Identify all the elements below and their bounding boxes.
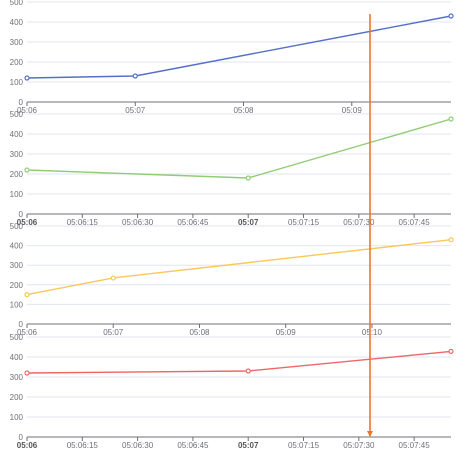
x-tick-label: 05:07 bbox=[238, 441, 259, 450]
data-point bbox=[448, 348, 454, 354]
y-tick-label: 400 bbox=[10, 130, 24, 139]
y-tick-label: 200 bbox=[10, 170, 24, 179]
chart-panel-3: 0 100 200 300 400 500 05:06 05:07 05:08 05:09 05:1… bbox=[10, 222, 454, 337]
y-tick-label: 500 bbox=[10, 0, 24, 7]
x-tick-label: 05:06 bbox=[17, 106, 38, 115]
x-tick-label: 05:06 bbox=[17, 441, 38, 450]
x-tick-label: 05:07:45 bbox=[399, 218, 431, 227]
x-tick-label: 05:07:45 bbox=[399, 441, 431, 450]
x-tick-label: 05:08 bbox=[189, 328, 210, 337]
data-point bbox=[24, 167, 30, 173]
x-tick-label: 05:06 bbox=[17, 218, 38, 227]
y-tick-label: 400 bbox=[10, 353, 24, 362]
y-tick-label: 100 bbox=[10, 300, 24, 309]
x-tick-label: 05:07:30 bbox=[343, 218, 375, 227]
x-tick-label: 05:07:15 bbox=[288, 441, 320, 450]
y-tick-label: 100 bbox=[10, 190, 24, 199]
y-tick-label: 300 bbox=[10, 261, 24, 270]
series-line bbox=[26, 15, 452, 79]
data-point bbox=[132, 73, 138, 79]
y-tick-label: 200 bbox=[10, 58, 24, 67]
series-line bbox=[26, 239, 452, 296]
x-tick-label: 05:06:45 bbox=[177, 441, 209, 450]
x-tick-label: 05:07:30 bbox=[343, 441, 375, 450]
y-tick-label: 0 bbox=[19, 320, 24, 329]
y-tick-label: 300 bbox=[10, 150, 24, 159]
data-point bbox=[24, 75, 30, 81]
x-tick-label: 05:07:15 bbox=[288, 218, 320, 227]
y-tick-label: 100 bbox=[10, 78, 24, 87]
x-tick-label: 05:06:15 bbox=[67, 218, 99, 227]
data-point bbox=[245, 368, 251, 374]
x-tick-label: 05:06:45 bbox=[177, 218, 209, 227]
data-point bbox=[448, 237, 454, 243]
y-tick-label: 200 bbox=[10, 281, 24, 290]
data-point bbox=[110, 275, 116, 281]
y-tick-label: 400 bbox=[10, 18, 24, 27]
y-tick-label: 500 bbox=[10, 110, 24, 119]
x-tick-label: 05:07 bbox=[238, 218, 259, 227]
x-tick-label: 05:06:30 bbox=[122, 218, 154, 227]
data-point bbox=[245, 175, 251, 181]
chart-panel-4: 0 100 200 300 400 500 05:06 05:06:15 05:06:30 05:… bbox=[10, 333, 454, 450]
y-tick-label: 0 bbox=[19, 210, 24, 219]
series-line bbox=[26, 350, 452, 374]
y-tick-label: 0 bbox=[19, 433, 24, 442]
y-tick-label: 300 bbox=[10, 38, 24, 47]
x-tick-label: 05:10 bbox=[362, 328, 383, 337]
y-tick-label: 400 bbox=[10, 242, 24, 251]
y-tick-label: 0 bbox=[19, 98, 24, 107]
data-point bbox=[24, 370, 30, 376]
x-tick-label: 05:09 bbox=[276, 328, 297, 337]
y-tick-label: 200 bbox=[10, 393, 24, 402]
data-point bbox=[448, 13, 454, 19]
y-tick-label: 300 bbox=[10, 373, 24, 382]
y-tick-label: 500 bbox=[10, 222, 24, 231]
series-line bbox=[26, 118, 452, 179]
x-tick-label: 05:06:30 bbox=[122, 441, 154, 450]
data-point bbox=[24, 292, 30, 298]
x-tick-label: 05:07 bbox=[125, 106, 146, 115]
data-point bbox=[448, 116, 454, 122]
y-tick-label: 100 bbox=[10, 413, 24, 422]
chart-panel-2: 0 100 200 300 400 500 05:06 05:06:15 05:06:30 05:… bbox=[10, 110, 454, 227]
y-tick-label: 500 bbox=[10, 333, 24, 342]
x-tick-label: 05:08 bbox=[233, 106, 254, 115]
x-tick-label: 05:06 bbox=[17, 328, 38, 337]
chart-panel-1: 0 100 200 300 400 500 05:06 05:07 05:08 05:09 bbox=[10, 0, 454, 115]
x-tick-label: 05:06:15 bbox=[67, 441, 99, 450]
x-tick-label: 05:09 bbox=[342, 106, 363, 115]
crosshair-arrow-icon bbox=[367, 431, 373, 437]
x-tick-label: 05:07 bbox=[103, 328, 124, 337]
